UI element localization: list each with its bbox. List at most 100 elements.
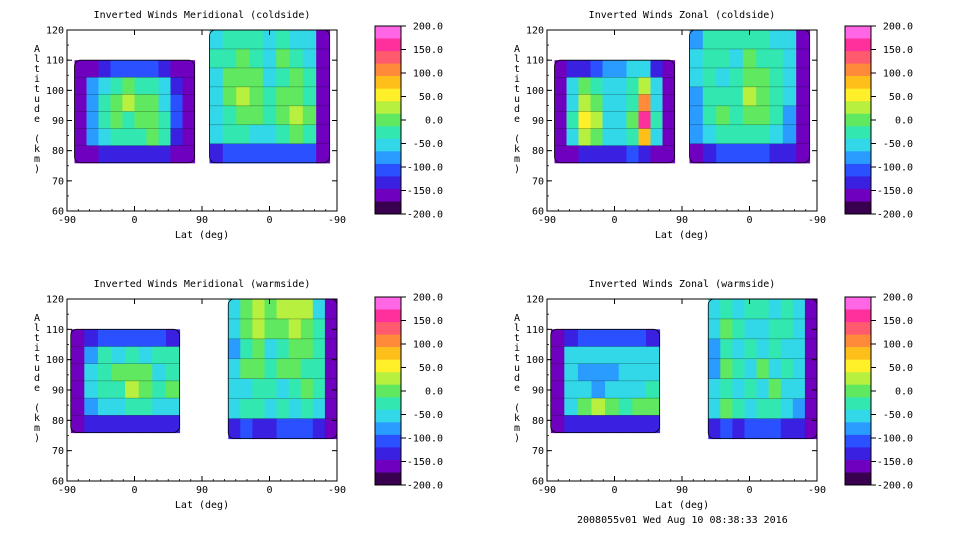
data-cell bbox=[70, 398, 85, 416]
data-cell bbox=[662, 60, 676, 78]
data-cell bbox=[146, 60, 160, 78]
data-cell bbox=[796, 143, 811, 164]
colorbar-swatch bbox=[845, 201, 871, 215]
data-cell bbox=[84, 398, 99, 416]
data-cell bbox=[780, 299, 794, 320]
data-cell bbox=[729, 124, 744, 145]
data-cell bbox=[780, 418, 794, 440]
colorbar-swatch bbox=[375, 51, 401, 65]
contour-field bbox=[550, 299, 817, 440]
data-cell bbox=[564, 363, 579, 382]
data-cell bbox=[152, 329, 167, 348]
data-cell bbox=[716, 143, 731, 164]
y-tick-label: 110 bbox=[526, 56, 544, 67]
data-cell bbox=[732, 338, 746, 360]
data-cell bbox=[288, 338, 302, 360]
data-cell bbox=[702, 124, 717, 145]
x-tick-label: -90 bbox=[58, 485, 76, 496]
data-cell bbox=[312, 338, 326, 360]
data-cell bbox=[86, 77, 100, 95]
colorbar-tick-label: 100.0 bbox=[883, 69, 913, 80]
data-cell bbox=[602, 60, 616, 78]
colorbar-tick-label: -150.0 bbox=[877, 186, 913, 197]
colorbar-swatch bbox=[375, 297, 401, 310]
data-cell bbox=[744, 418, 758, 440]
data-cell bbox=[312, 398, 326, 420]
data-cell bbox=[720, 338, 733, 360]
data-cell bbox=[152, 415, 167, 434]
data-cell bbox=[645, 398, 661, 416]
data-cell bbox=[769, 86, 784, 107]
data-cell bbox=[110, 60, 124, 78]
colorbar-swatch bbox=[375, 309, 401, 323]
x-axis-label: Lat (deg) bbox=[175, 230, 229, 241]
y-tick-label: 70 bbox=[532, 176, 544, 187]
y-tick-label: 120 bbox=[526, 26, 544, 37]
data-cell bbox=[590, 145, 604, 164]
y-tick-label: 110 bbox=[46, 325, 64, 336]
data-cell bbox=[782, 49, 797, 69]
x-tick-label: 90 bbox=[676, 215, 688, 226]
region-outline bbox=[707, 299, 817, 439]
data-cell bbox=[744, 318, 758, 340]
y-tick-label: 80 bbox=[532, 416, 544, 427]
y-tick-label: 100 bbox=[526, 86, 544, 97]
data-cell bbox=[249, 86, 264, 107]
colorbar-swatch bbox=[845, 322, 871, 336]
data-cell bbox=[289, 67, 304, 88]
colorbar-swatch bbox=[375, 38, 401, 52]
colorbar-tick-label: 0.0 bbox=[895, 387, 913, 398]
data-cell bbox=[300, 299, 314, 320]
data-cell bbox=[240, 358, 253, 380]
data-cell bbox=[605, 398, 620, 416]
data-cell bbox=[276, 299, 290, 320]
data-cell bbox=[632, 346, 647, 365]
data-cell bbox=[769, 143, 784, 164]
contour-field bbox=[70, 299, 337, 440]
data-cell bbox=[111, 329, 126, 348]
colorbar-tick-label: 100.0 bbox=[413, 340, 443, 351]
data-cell bbox=[158, 94, 172, 113]
colorbar-swatch bbox=[375, 397, 401, 411]
data-cell bbox=[182, 145, 196, 164]
colorbar-2: 200.0 150.0 100.0 50.0 0.0 -50.0 -100.0 -150.0 -… bbox=[374, 293, 443, 492]
data-cell bbox=[768, 358, 782, 380]
colorbar-swatch bbox=[375, 384, 401, 398]
data-cell bbox=[228, 398, 241, 420]
region-outline bbox=[554, 59, 675, 164]
data-cell bbox=[590, 60, 604, 78]
data-cell bbox=[702, 67, 717, 88]
data-cell bbox=[74, 145, 88, 164]
colorbar-swatch bbox=[845, 334, 871, 348]
data-cell bbox=[70, 380, 85, 399]
colorbar-swatch bbox=[375, 372, 401, 386]
data-cell bbox=[276, 398, 290, 420]
data-cell bbox=[804, 378, 817, 400]
data-cell bbox=[249, 67, 264, 88]
data-cell bbox=[111, 346, 126, 365]
data-cell bbox=[316, 30, 331, 50]
data-cell bbox=[97, 380, 113, 399]
data-cell bbox=[756, 105, 771, 126]
data-cell bbox=[602, 145, 616, 164]
y-tick-label: 70 bbox=[52, 446, 64, 457]
data-cell bbox=[209, 30, 224, 50]
data-cell bbox=[729, 143, 744, 164]
data-cell bbox=[264, 338, 278, 360]
colorbar-swatch bbox=[375, 163, 401, 177]
data-cell bbox=[262, 124, 277, 145]
data-cell bbox=[276, 124, 291, 145]
data-cell bbox=[125, 380, 140, 399]
data-cell bbox=[716, 49, 731, 69]
data-cell bbox=[125, 363, 140, 382]
data-cell bbox=[122, 60, 136, 78]
colorbar-tick-label: -150.0 bbox=[877, 457, 913, 468]
data-cell bbox=[110, 77, 124, 95]
data-cell bbox=[138, 329, 153, 348]
chart-panel-2: Inverted Winds Meridional (warmside) -90 0… bbox=[34, 279, 346, 511]
data-cell bbox=[84, 329, 99, 348]
data-cell bbox=[146, 77, 160, 95]
data-cell bbox=[769, 67, 784, 88]
colorbar-swatch bbox=[845, 309, 871, 323]
data-cell bbox=[720, 418, 733, 440]
